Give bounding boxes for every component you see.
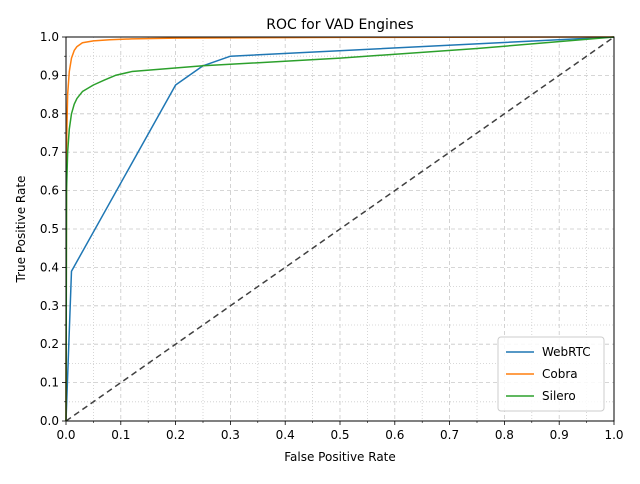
y-tick-label: 0.3	[40, 299, 59, 313]
legend-label-silero: Silero	[542, 389, 576, 403]
y-tick-label: 0.7	[40, 145, 59, 159]
y-tick-label: 0.1	[40, 376, 59, 390]
series-lines	[65, 36, 615, 422]
x-tick-label: 0.7	[440, 428, 459, 442]
grid	[66, 37, 614, 421]
x-tick-label: 1.0	[604, 428, 623, 442]
x-tick-label: 0.9	[550, 428, 569, 442]
y-axis-label: True Positive Rate	[14, 176, 28, 284]
legend-box	[497, 336, 605, 412]
y-tick-label: 1.0	[40, 30, 59, 44]
legend: WebRTC Cobra Silero	[497, 336, 605, 412]
x-axis-label: False Positive Rate	[284, 450, 396, 464]
x-tick-label: 0.1	[111, 428, 130, 442]
x-tick-label: 0.2	[166, 428, 185, 442]
x-tick-label: 0.3	[221, 428, 240, 442]
series-line-cobra	[65, 36, 615, 422]
legend-label-webrtc: WebRTC	[542, 345, 591, 359]
y-tick-label: 0.2	[40, 337, 59, 351]
y-tick-label: 0.0	[40, 414, 59, 428]
axis-ticks: 0.00.0 0.1 0.1 0.2 0.2 0.3 0.3 0.4 0.4 0.5 0.5 0.6 0…	[40, 30, 624, 442]
legend-label-cobra: Cobra	[542, 367, 578, 381]
x-tick-label: 0.5	[330, 428, 349, 442]
series-line-webrtc	[65, 36, 615, 422]
y-tick-label: 0.5	[40, 222, 59, 236]
y-tick-label: 0.9	[40, 68, 59, 82]
x-tick-label: 0.8	[495, 428, 514, 442]
x-tick-label: 0.6	[385, 428, 404, 442]
series-line-silero	[65, 36, 615, 422]
y-tick-label: 0.8	[40, 107, 59, 121]
x-tick-label: 0.0	[56, 428, 75, 442]
y-tick-label: 0.6	[40, 184, 59, 198]
chart-title: ROC for VAD Engines	[266, 17, 413, 33]
x-tick-label: 0.4	[276, 428, 295, 442]
y-tick-label: 0.4	[40, 260, 59, 274]
chance-diagonal-line	[65, 36, 615, 422]
